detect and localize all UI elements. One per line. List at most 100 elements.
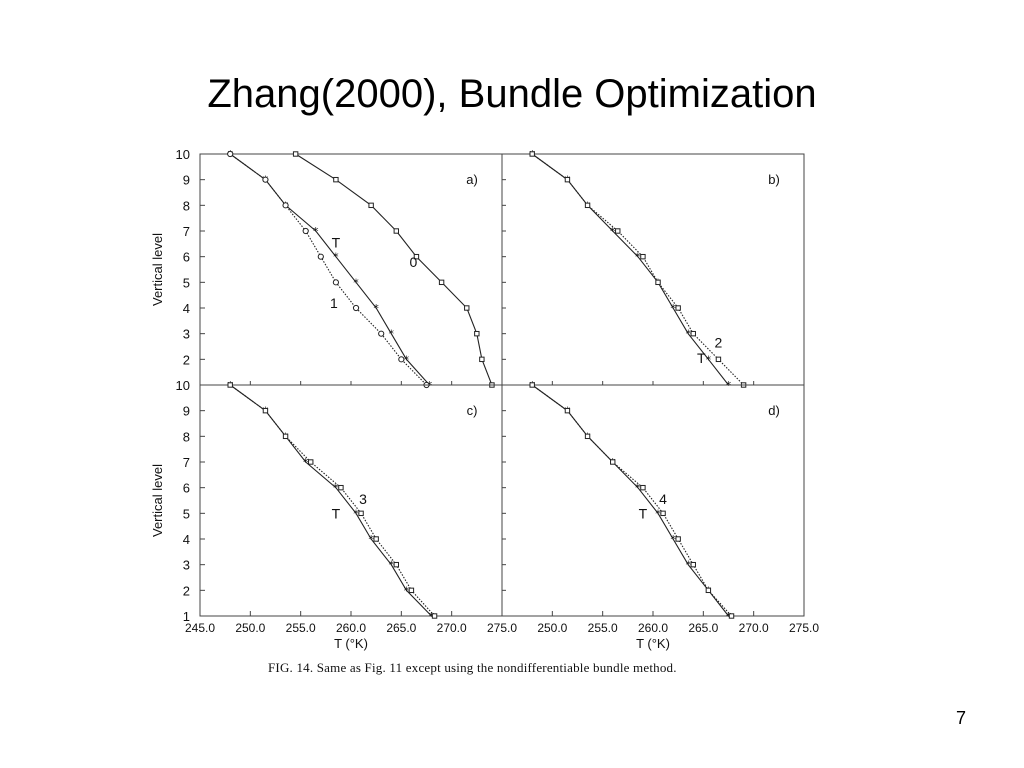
data-point: [398, 356, 405, 363]
series-label: T: [332, 505, 341, 521]
x-tick-label: 250.0: [537, 621, 567, 635]
series-line: [229, 153, 430, 386]
data-point: [690, 561, 696, 568]
y-tick-label: 10: [176, 147, 190, 162]
data-point: *: [368, 533, 374, 546]
data-point: [464, 305, 470, 311]
x-tick-label: 260.0: [638, 621, 668, 635]
data-point: [584, 433, 591, 440]
data-point: *: [333, 251, 339, 264]
series-line: [229, 384, 432, 617]
data-point: [675, 536, 681, 542]
series-label: 1: [330, 295, 338, 311]
data-point: *: [685, 328, 691, 341]
x-tick-label: 270.0: [437, 621, 467, 635]
panel-label: d): [768, 403, 780, 418]
data-point: [413, 253, 420, 260]
series-line: [295, 153, 493, 386]
data-point: [333, 176, 339, 183]
data-point: [655, 279, 661, 286]
data-point: *: [610, 225, 616, 238]
series-1: [227, 150, 430, 389]
data-point: [564, 176, 571, 183]
data-point: *: [635, 251, 641, 264]
series-2: [529, 151, 747, 388]
data-point: [529, 382, 535, 388]
data-point: [474, 330, 480, 337]
x-tick-label: 275.0: [487, 621, 517, 635]
x-tick-label: 255.0: [286, 621, 316, 635]
data-point: *: [670, 302, 676, 315]
data-point: *: [706, 353, 712, 366]
data-point: [529, 151, 535, 157]
data-point: *: [373, 302, 379, 315]
data-point: [368, 202, 374, 209]
y-axis-label: Vertical level: [150, 233, 165, 306]
data-point: [479, 356, 485, 363]
data-point: *: [313, 225, 319, 238]
x-tick-label: 265.0: [688, 621, 718, 635]
y-axis-label: Vertical level: [150, 464, 165, 537]
y-tick-label: 7: [183, 455, 190, 470]
data-point: [715, 356, 722, 363]
data-point: [615, 228, 621, 234]
data-point: *: [389, 328, 395, 341]
y-tick-label: 8: [183, 429, 190, 444]
figure-caption: FIG. 14. Same as Fig. 11 except using th…: [268, 660, 677, 675]
panel-label: c): [467, 403, 478, 418]
y-tick-label: 4: [183, 532, 190, 547]
y-tick-label: 6: [183, 250, 190, 265]
y-tick-label: 8: [183, 198, 190, 213]
y-tick-label: 6: [183, 481, 190, 496]
data-point: [408, 587, 415, 594]
y-tick-label: 10: [176, 378, 190, 393]
data-point: *: [333, 482, 339, 495]
y-tick-label: 4: [183, 301, 190, 316]
data-point: *: [353, 507, 359, 520]
data-point: [393, 228, 400, 234]
y-tick-label: 9: [183, 404, 190, 419]
data-point: [262, 407, 269, 414]
x-tick-label: 260.0: [336, 621, 366, 635]
data-point: [660, 510, 666, 517]
data-point: [393, 561, 400, 568]
data-point: *: [404, 584, 410, 597]
x-tick-label: 255.0: [588, 621, 618, 635]
series-line: [531, 384, 729, 617]
chart-panel-2: b)**********T2: [501, 148, 805, 392]
data-point: [610, 459, 616, 465]
chart-panel-4: 250.0 255.0 260.0 265.0 270.0 275.0 T (°K) d) * *…: [501, 379, 819, 651]
data-point: [431, 613, 438, 619]
x-tick-label: 265.0: [386, 621, 416, 635]
x-tick-label: 245.0: [185, 621, 215, 635]
data-point: [564, 407, 571, 414]
data-point: [584, 202, 591, 209]
x-tick-label: 270.0: [739, 621, 769, 635]
data-point: [640, 484, 646, 491]
series-line: [531, 153, 729, 386]
data-point: [352, 304, 360, 312]
x-axis-label: T (°K): [334, 636, 368, 651]
data-point: [378, 330, 385, 337]
data-point: [227, 382, 233, 388]
data-point: [262, 176, 269, 183]
series-label: T: [697, 350, 706, 366]
data-point: *: [389, 559, 395, 572]
data-point: *: [353, 276, 359, 289]
y-tick-label: 5: [183, 275, 190, 290]
series-label: 2: [715, 335, 723, 351]
data-point: *: [726, 610, 732, 623]
series-T: **********: [529, 379, 731, 623]
data-point: [358, 510, 364, 517]
data-point: *: [404, 353, 410, 366]
y-tick-label: 1: [183, 609, 190, 624]
panel-frame: [501, 153, 805, 386]
y-tick-label: 2: [183, 583, 190, 598]
data-point: [302, 227, 309, 235]
series-line: [531, 153, 744, 386]
x-tick-label: 250.0: [235, 621, 265, 635]
series-4: [529, 382, 735, 619]
data-point: [728, 613, 735, 619]
